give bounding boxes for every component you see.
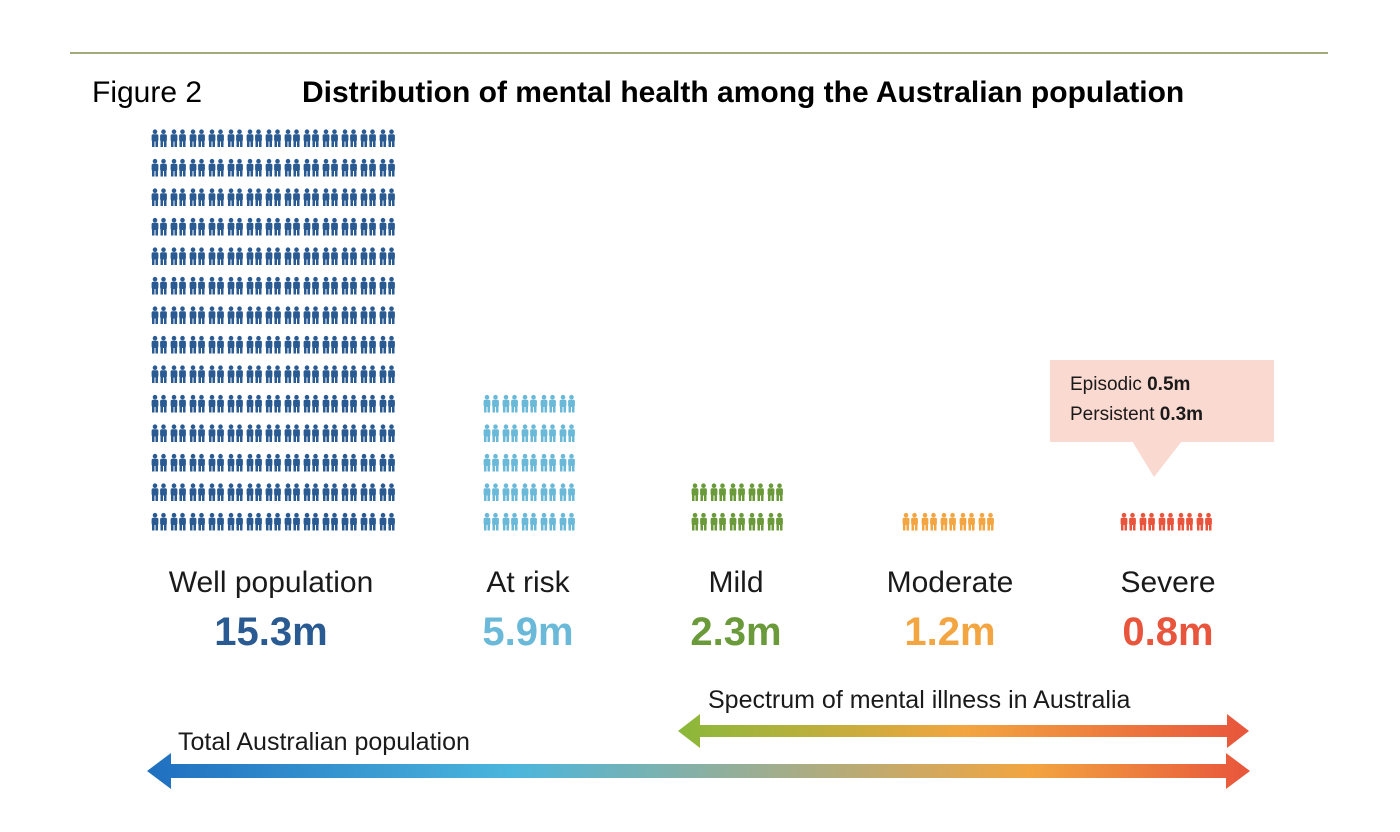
callout-line-persistent: Persistent 0.3m: [1070, 404, 1203, 426]
callout-line-episodic: Episodic 0.5m: [1070, 374, 1190, 396]
value-label-at-risk: 5.9m: [482, 610, 574, 654]
callout-persistent-value: 0.3m: [1159, 404, 1204, 425]
value-label-moderate: 1.2m: [904, 610, 996, 654]
callout-episodic-value: 0.5m: [1147, 374, 1191, 395]
value-label-mild: 2.3m: [690, 610, 782, 654]
category-label-well: Well population: [168, 566, 374, 599]
category-label-moderate: Moderate: [886, 566, 1014, 599]
severe-callout: Episodic 0.5m Persistent 0.3m: [1050, 360, 1274, 442]
spectrum-arrow: [678, 714, 1249, 748]
value-label-well: 15.3m: [214, 610, 328, 654]
callout-persistent-label: Persistent: [1070, 404, 1155, 425]
top-rule: [70, 52, 1328, 54]
callout-pointer: [1132, 441, 1182, 477]
chart-title: Distribution of mental health among the …: [302, 76, 1185, 109]
total-population-label: Total Australian population: [178, 728, 470, 756]
spectrum-label: Spectrum of mental illness in Australia: [708, 686, 1131, 714]
figure-label: Figure 2: [92, 76, 203, 109]
callout-episodic-label: Episodic: [1070, 374, 1142, 395]
total-population-arrow: [147, 753, 1250, 789]
category-label-mild: Mild: [708, 566, 764, 599]
category-label-severe: Severe: [1120, 566, 1216, 599]
value-label-severe: 0.8m: [1122, 610, 1214, 654]
category-label-at-risk: At risk: [486, 566, 570, 599]
